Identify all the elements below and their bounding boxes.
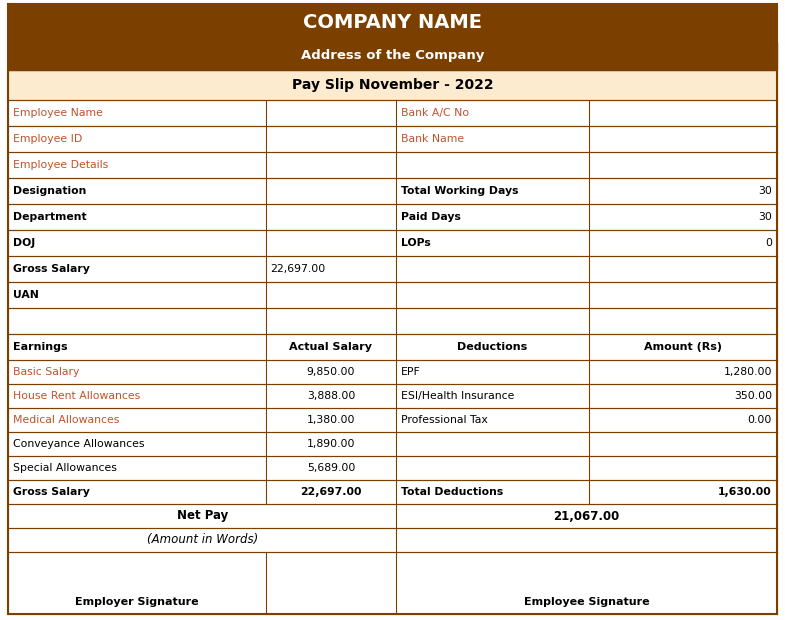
- Text: 0.00: 0.00: [747, 415, 772, 425]
- Bar: [8, 552, 777, 614]
- Text: Designation: Designation: [13, 186, 86, 196]
- Text: 22,697.00: 22,697.00: [300, 487, 362, 497]
- Text: Earnings: Earnings: [13, 342, 68, 352]
- Bar: [8, 42, 777, 70]
- Text: Actual Salary: Actual Salary: [290, 342, 372, 352]
- Text: 30: 30: [758, 212, 772, 222]
- Bar: [8, 126, 777, 152]
- Text: 1,280.00: 1,280.00: [724, 367, 772, 377]
- Text: LOPs: LOPs: [401, 238, 431, 248]
- Text: Department: Department: [13, 212, 86, 222]
- Text: Employee Details: Employee Details: [13, 160, 108, 170]
- Text: Deductions: Deductions: [458, 342, 528, 352]
- Text: Paid Days: Paid Days: [401, 212, 462, 222]
- Bar: [8, 178, 777, 204]
- Text: Total Deductions: Total Deductions: [401, 487, 504, 497]
- Text: Conveyance Allowances: Conveyance Allowances: [13, 439, 144, 449]
- Bar: [8, 70, 777, 100]
- Text: 30: 30: [758, 186, 772, 196]
- Text: COMPANY NAME: COMPANY NAME: [303, 14, 482, 32]
- Text: 5,689.00: 5,689.00: [307, 463, 355, 473]
- Text: 3,888.00: 3,888.00: [307, 391, 355, 401]
- Text: 0: 0: [765, 238, 772, 248]
- Bar: [8, 70, 777, 100]
- Bar: [8, 42, 777, 70]
- Text: 1,630.00: 1,630.00: [718, 487, 772, 497]
- Bar: [8, 528, 777, 552]
- Bar: [8, 100, 777, 126]
- Bar: [8, 204, 777, 230]
- Text: 350.00: 350.00: [734, 391, 772, 401]
- Bar: [8, 282, 777, 308]
- Text: Professional Tax: Professional Tax: [401, 415, 488, 425]
- Text: Net Pay: Net Pay: [177, 510, 228, 523]
- Bar: [8, 360, 777, 384]
- Bar: [8, 4, 777, 42]
- Text: Bank A/C No: Bank A/C No: [401, 108, 469, 118]
- Bar: [8, 4, 777, 42]
- Text: 1,890.00: 1,890.00: [307, 439, 356, 449]
- Text: Medical Allowances: Medical Allowances: [13, 415, 119, 425]
- Text: EPF: EPF: [401, 367, 421, 377]
- Text: Employee ID: Employee ID: [13, 134, 82, 144]
- Text: (Amount in Words): (Amount in Words): [147, 533, 257, 546]
- Text: Pay Slip November - 2022: Pay Slip November - 2022: [292, 78, 493, 92]
- Bar: [8, 504, 777, 528]
- Bar: [8, 480, 777, 504]
- Text: Bank Name: Bank Name: [401, 134, 465, 144]
- Text: 9,850.00: 9,850.00: [307, 367, 356, 377]
- Text: Address of the Company: Address of the Company: [301, 50, 484, 63]
- Bar: [8, 334, 777, 360]
- Text: DOJ: DOJ: [13, 238, 35, 248]
- Text: UAN: UAN: [13, 290, 39, 300]
- Bar: [8, 456, 777, 480]
- Bar: [8, 230, 777, 256]
- Text: Special Allowances: Special Allowances: [13, 463, 117, 473]
- Bar: [8, 408, 777, 432]
- Bar: [8, 256, 777, 282]
- Text: ESI/Health Insurance: ESI/Health Insurance: [401, 391, 515, 401]
- Text: 22,697.00: 22,697.00: [271, 264, 326, 274]
- Text: Employer Signature: Employer Signature: [75, 597, 199, 607]
- Text: Gross Salary: Gross Salary: [13, 487, 89, 497]
- Bar: [8, 384, 777, 408]
- Text: Employee Signature: Employee Signature: [524, 597, 649, 607]
- Text: Total Working Days: Total Working Days: [401, 186, 519, 196]
- Bar: [8, 432, 777, 456]
- Bar: [8, 152, 777, 178]
- Text: Gross Salary: Gross Salary: [13, 264, 89, 274]
- Text: Basic Salary: Basic Salary: [13, 367, 79, 377]
- Text: Amount (Rs): Amount (Rs): [644, 342, 721, 352]
- Text: 21,067.00: 21,067.00: [553, 510, 620, 523]
- Text: Employee Name: Employee Name: [13, 108, 103, 118]
- Text: House Rent Allowances: House Rent Allowances: [13, 391, 141, 401]
- Bar: [8, 308, 777, 334]
- Text: 1,380.00: 1,380.00: [307, 415, 356, 425]
